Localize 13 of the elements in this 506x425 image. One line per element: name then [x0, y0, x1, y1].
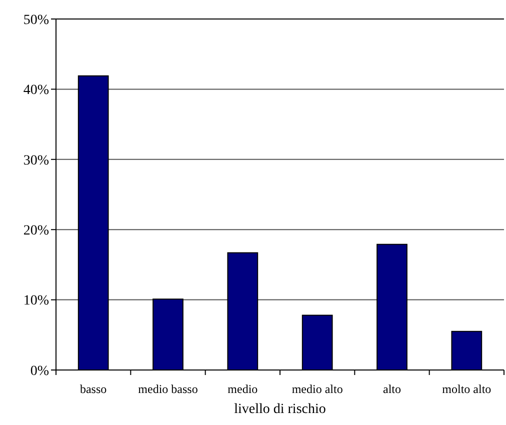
x-tick-label: molto alto — [442, 382, 492, 396]
x-axis-title: livello di rischio — [234, 402, 326, 417]
x-tick-label: medio alto — [292, 382, 343, 396]
x-tick-label: alto — [383, 382, 401, 396]
y-tick-label: 0% — [30, 364, 50, 379]
y-tick-label: 20% — [23, 224, 50, 238]
y-tick-label: 30% — [23, 153, 50, 168]
x-tick-label: medio basso — [138, 382, 198, 396]
y-tick-label: 40% — [23, 83, 50, 98]
x-tick-label: medio — [228, 382, 258, 396]
y-tick-label: 50% — [23, 12, 50, 28]
y-tick-label: 10% — [23, 294, 50, 309]
x-tick-label: basso — [80, 382, 107, 396]
